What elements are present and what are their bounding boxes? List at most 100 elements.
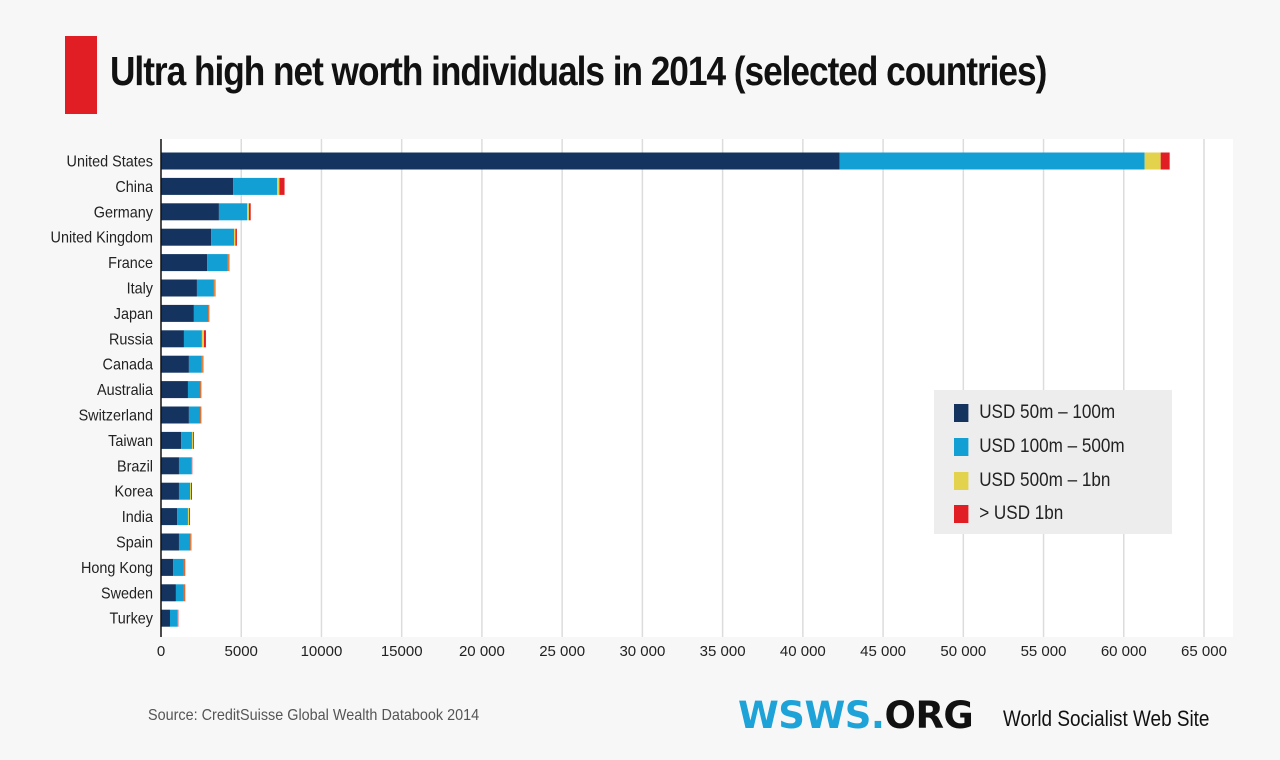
bar-segment-over-1bn — [200, 381, 202, 399]
category-label: Korea — [115, 483, 154, 501]
bar-segment-100-500 — [181, 431, 192, 449]
legend-swatch-50-100 — [954, 404, 969, 422]
legend-label: > USD 1bn — [979, 503, 1064, 524]
x-tick-label: 60 000 — [1101, 643, 1147, 660]
category-label: Taiwan — [108, 432, 153, 450]
bar-segment-over-1bn — [184, 584, 186, 602]
site-tagline: World Socialist Web Site — [1003, 706, 1210, 731]
bar-segment-100-500 — [196, 279, 214, 297]
legend-item-500-1bn: USD 500m – 1bn — [954, 470, 1110, 492]
bar-segment-over-1bn — [177, 609, 179, 627]
bar-segment-50-100 — [161, 609, 170, 627]
x-tick-label: 50 000 — [940, 643, 986, 660]
category-label: Italy — [127, 280, 154, 298]
bar-segment-500-1bn — [201, 330, 205, 348]
bar-segment-500-1bn — [201, 355, 203, 373]
bar-segment-50-100 — [161, 431, 182, 449]
bar-segment-100-500 — [211, 228, 235, 246]
legend-label: USD 500m – 1bn — [979, 470, 1111, 491]
chart-title: Ultra high net worth individuals in 2014… — [110, 48, 1047, 94]
bar-segment-over-1bn — [191, 482, 192, 500]
legend: USD 50m – 100m USD 100m – 500m USD 500m … — [934, 390, 1172, 534]
bar-segment-500-1bn — [190, 482, 192, 500]
bar-segment-100-500 — [178, 533, 191, 551]
bar-segment-500-1bn — [213, 279, 215, 297]
x-tick-label: 35 000 — [700, 643, 746, 660]
bar-segment-500-1bn — [191, 431, 193, 449]
x-tick-label: 55 000 — [1021, 643, 1067, 660]
bar-segment-over-1bn — [191, 457, 193, 475]
bar-segment-100-500 — [193, 304, 209, 322]
bar-segment-50-100 — [161, 330, 184, 348]
bar-segment-100-500 — [178, 457, 192, 475]
category-label: Canada — [103, 356, 154, 374]
bar-segment-100-500 — [188, 355, 202, 373]
bar-segment-50-100 — [161, 152, 840, 170]
category-label: Sweden — [101, 585, 153, 603]
bar-segment-50-100 — [161, 177, 234, 195]
bar-segment-over-1bn — [184, 558, 186, 576]
logo-part-black: ORG — [884, 694, 974, 737]
source-note: Source: CreditSuisse Global Wealth Datab… — [148, 707, 480, 724]
bar-segment-50-100 — [161, 533, 179, 551]
legend-label: USD 100m – 500m — [979, 436, 1125, 457]
category-label: United States — [67, 153, 154, 171]
category-label: Brazil — [117, 458, 153, 476]
bar-segment-500-1bn — [1144, 152, 1161, 170]
plot-area — [161, 139, 1233, 637]
bar-segment-over-1bn — [189, 508, 191, 526]
bar-segment-over-1bn — [214, 279, 216, 297]
bar-segment-500-1bn — [234, 228, 236, 246]
bar-segment-over-1bn — [190, 533, 192, 551]
bar-segment-100-500 — [178, 482, 191, 500]
x-tick-label: 45 000 — [860, 643, 906, 660]
legend-item-over-1bn: > USD 1bn — [954, 503, 1063, 525]
legend-item-100-500: USD 100m – 500m — [954, 436, 1125, 458]
x-tick-label: 30 000 — [619, 643, 665, 660]
bar-segment-500-1bn — [277, 177, 280, 195]
bar-segment-100-500 — [187, 381, 200, 399]
bar-segment-over-1bn — [1160, 152, 1170, 170]
bar-segment-500-1bn — [227, 254, 229, 272]
bar-segment-100-500 — [183, 330, 202, 348]
bar-segment-100-500 — [839, 152, 1145, 170]
category-label: Spain — [116, 534, 153, 552]
wsws-logo: WSWS.ORG — [738, 694, 974, 737]
bar-segment-50-100 — [161, 254, 208, 272]
category-label: Germany — [94, 204, 154, 222]
x-tick-label: 15000 — [381, 643, 423, 660]
category-label: Russia — [109, 331, 154, 349]
bar-segment-50-100 — [161, 228, 212, 246]
bar-segment-100-500 — [233, 177, 278, 195]
bar-segment-50-100 — [161, 457, 179, 475]
x-tick-label: 25 000 — [539, 643, 585, 660]
x-tick-label: 20 000 — [459, 643, 505, 660]
bar-segment-50-100 — [161, 558, 174, 576]
logo-part-blue: WSWS. — [738, 694, 885, 737]
x-tick-label: 10000 — [301, 643, 343, 660]
category-label: France — [108, 254, 153, 272]
bar-segment-500-1bn — [183, 584, 185, 602]
bar-segment-50-100 — [161, 304, 194, 322]
bar-segment-50-100 — [161, 482, 179, 500]
bar-segment-100-500 — [173, 558, 184, 576]
category-label: China — [115, 178, 153, 196]
bar-segment-500-1bn — [191, 457, 192, 475]
bar-segment-over-1bn — [235, 228, 237, 246]
title-accent-bar — [65, 36, 97, 114]
category-label: India — [122, 508, 154, 526]
bar-segment-500-1bn — [187, 508, 190, 526]
x-tick-label: 0 — [157, 643, 165, 660]
bar-segment-over-1bn — [204, 330, 206, 348]
category-label: Japan — [114, 305, 153, 323]
bar-segment-50-100 — [161, 584, 176, 602]
bar-segment-100-500 — [188, 406, 200, 424]
category-label: Hong Kong — [81, 559, 153, 577]
bar-segment-100-500 — [207, 254, 228, 272]
bar-segment-over-1bn — [200, 406, 202, 424]
x-tick-label: 40 000 — [780, 643, 826, 660]
bar-segment-over-1bn — [208, 304, 210, 322]
x-tick-label: 5000 — [225, 643, 258, 660]
bar-segment-50-100 — [161, 203, 219, 221]
